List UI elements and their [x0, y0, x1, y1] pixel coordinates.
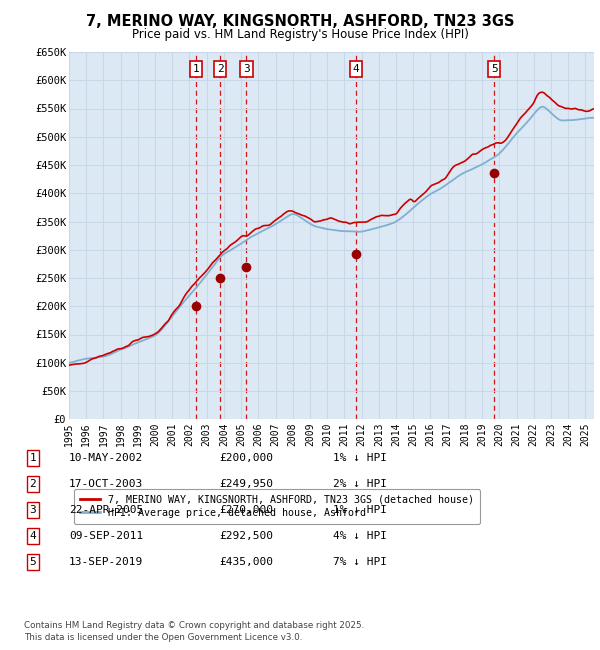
Text: £435,000: £435,000 — [219, 557, 273, 567]
Legend: 7, MERINO WAY, KINGSNORTH, ASHFORD, TN23 3GS (detached house), HPI: Average pric: 7, MERINO WAY, KINGSNORTH, ASHFORD, TN23… — [74, 489, 480, 524]
Text: 1: 1 — [29, 453, 37, 463]
Text: 22-APR-2005: 22-APR-2005 — [69, 505, 143, 515]
Text: 4: 4 — [353, 64, 359, 74]
Text: £200,000: £200,000 — [219, 453, 273, 463]
Text: 7, MERINO WAY, KINGSNORTH, ASHFORD, TN23 3GS: 7, MERINO WAY, KINGSNORTH, ASHFORD, TN23… — [86, 14, 514, 29]
Text: 5: 5 — [491, 64, 497, 74]
Text: 10-MAY-2002: 10-MAY-2002 — [69, 453, 143, 463]
Text: 3: 3 — [29, 505, 37, 515]
Text: 09-SEP-2011: 09-SEP-2011 — [69, 531, 143, 541]
Text: £270,000: £270,000 — [219, 505, 273, 515]
Text: 7% ↓ HPI: 7% ↓ HPI — [333, 557, 387, 567]
Text: Contains HM Land Registry data © Crown copyright and database right 2025.
This d: Contains HM Land Registry data © Crown c… — [24, 621, 364, 642]
Text: 1: 1 — [193, 64, 199, 74]
Text: 3: 3 — [243, 64, 250, 74]
Text: 1% ↓ HPI: 1% ↓ HPI — [333, 505, 387, 515]
Text: 2: 2 — [217, 64, 224, 74]
Text: 4% ↓ HPI: 4% ↓ HPI — [333, 531, 387, 541]
Text: £249,950: £249,950 — [219, 479, 273, 489]
Text: 4: 4 — [29, 531, 37, 541]
Text: 1% ↓ HPI: 1% ↓ HPI — [333, 453, 387, 463]
Text: 2: 2 — [29, 479, 37, 489]
Text: £292,500: £292,500 — [219, 531, 273, 541]
Text: 2% ↓ HPI: 2% ↓ HPI — [333, 479, 387, 489]
Text: 5: 5 — [29, 557, 37, 567]
Text: 13-SEP-2019: 13-SEP-2019 — [69, 557, 143, 567]
Text: Price paid vs. HM Land Registry's House Price Index (HPI): Price paid vs. HM Land Registry's House … — [131, 28, 469, 41]
Text: 17-OCT-2003: 17-OCT-2003 — [69, 479, 143, 489]
